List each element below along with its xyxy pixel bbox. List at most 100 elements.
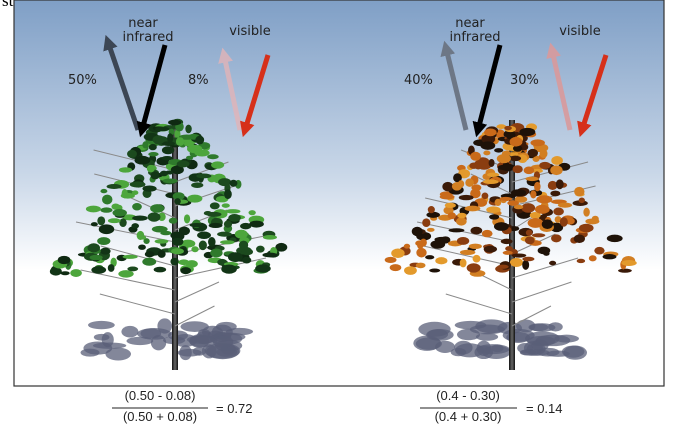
arrow [136, 44, 168, 138]
branch [423, 245, 513, 267]
arrow [240, 54, 271, 138]
leaf [256, 245, 265, 253]
leaf [229, 179, 238, 187]
trunk [509, 120, 515, 370]
shadow [204, 343, 241, 359]
leaf [161, 146, 175, 155]
leaf [176, 160, 190, 168]
shadow [92, 342, 127, 349]
leaf [60, 271, 70, 276]
denominator: (0.50 + 0.08) [123, 409, 197, 424]
leaf [594, 246, 605, 255]
leaf [90, 222, 98, 227]
leaf [172, 237, 184, 246]
shadow [168, 330, 188, 341]
arrow [577, 54, 609, 138]
leaf [536, 195, 553, 204]
leaf [275, 242, 288, 252]
leaf [509, 257, 524, 267]
leaf [621, 260, 637, 266]
leaf [142, 257, 157, 266]
leaf [187, 194, 203, 203]
leaf [531, 233, 546, 238]
leaf [97, 237, 111, 246]
leaf [223, 220, 233, 228]
leaf [451, 181, 463, 191]
leaf [591, 215, 599, 223]
visible-label: visible [559, 24, 601, 39]
leaf [527, 148, 539, 158]
leaf [510, 189, 527, 197]
leaf [502, 250, 513, 255]
leaf [512, 145, 523, 152]
leaf [197, 231, 211, 239]
leaf [180, 267, 192, 275]
leaf [534, 204, 550, 214]
leaf [403, 243, 411, 249]
leaf [497, 164, 513, 171]
branch [100, 245, 176, 267]
leaf [512, 165, 523, 174]
leaf [435, 257, 448, 265]
leaf [224, 189, 232, 200]
leaf [422, 218, 431, 227]
leaf [453, 173, 462, 183]
leaf [221, 264, 237, 274]
leaf [578, 223, 594, 233]
leaf [242, 256, 252, 264]
leaf [513, 204, 524, 210]
leaf [493, 222, 509, 231]
leaf [522, 256, 535, 262]
leaf [210, 248, 223, 258]
leaf [482, 179, 499, 184]
leaf [131, 223, 140, 229]
leaf [240, 222, 252, 230]
leaf [91, 266, 107, 274]
shadow [88, 320, 115, 330]
nir-label: infrared [122, 30, 173, 45]
nir-label: infrared [449, 30, 500, 45]
shadow [195, 330, 214, 345]
leaf [499, 196, 513, 201]
leaf [488, 159, 495, 167]
leaf [551, 234, 562, 243]
leaf [514, 196, 528, 203]
leaf [430, 240, 446, 249]
leaf [122, 254, 138, 259]
leaf [541, 219, 554, 229]
nir-label: near [128, 16, 158, 31]
leaf [155, 126, 170, 132]
leaf [496, 124, 507, 129]
leaf [198, 240, 207, 251]
shadow [529, 323, 556, 332]
leaf [195, 135, 205, 145]
leaf [171, 248, 184, 255]
leaf [427, 227, 435, 232]
branch [174, 305, 215, 327]
leaf [255, 264, 271, 273]
leaf [576, 258, 586, 264]
leaf [227, 252, 243, 262]
leaf [208, 222, 223, 229]
leaf [522, 259, 530, 270]
shadow [563, 345, 587, 360]
leaf [148, 152, 159, 157]
leaf [248, 210, 256, 216]
leaf [519, 127, 536, 137]
leaf [234, 229, 248, 239]
leaf [111, 203, 120, 210]
shadow [157, 318, 173, 334]
leaf [102, 194, 113, 205]
leaf [241, 248, 254, 256]
leaf [147, 212, 161, 222]
leaf [525, 176, 539, 182]
leaf [459, 249, 476, 255]
leaf [487, 172, 500, 177]
leaf [167, 133, 174, 144]
leaf [553, 207, 564, 216]
leaf [476, 160, 492, 170]
leaf [196, 173, 212, 179]
shadow [179, 345, 192, 361]
leaf [150, 171, 160, 180]
leaf [602, 254, 617, 260]
